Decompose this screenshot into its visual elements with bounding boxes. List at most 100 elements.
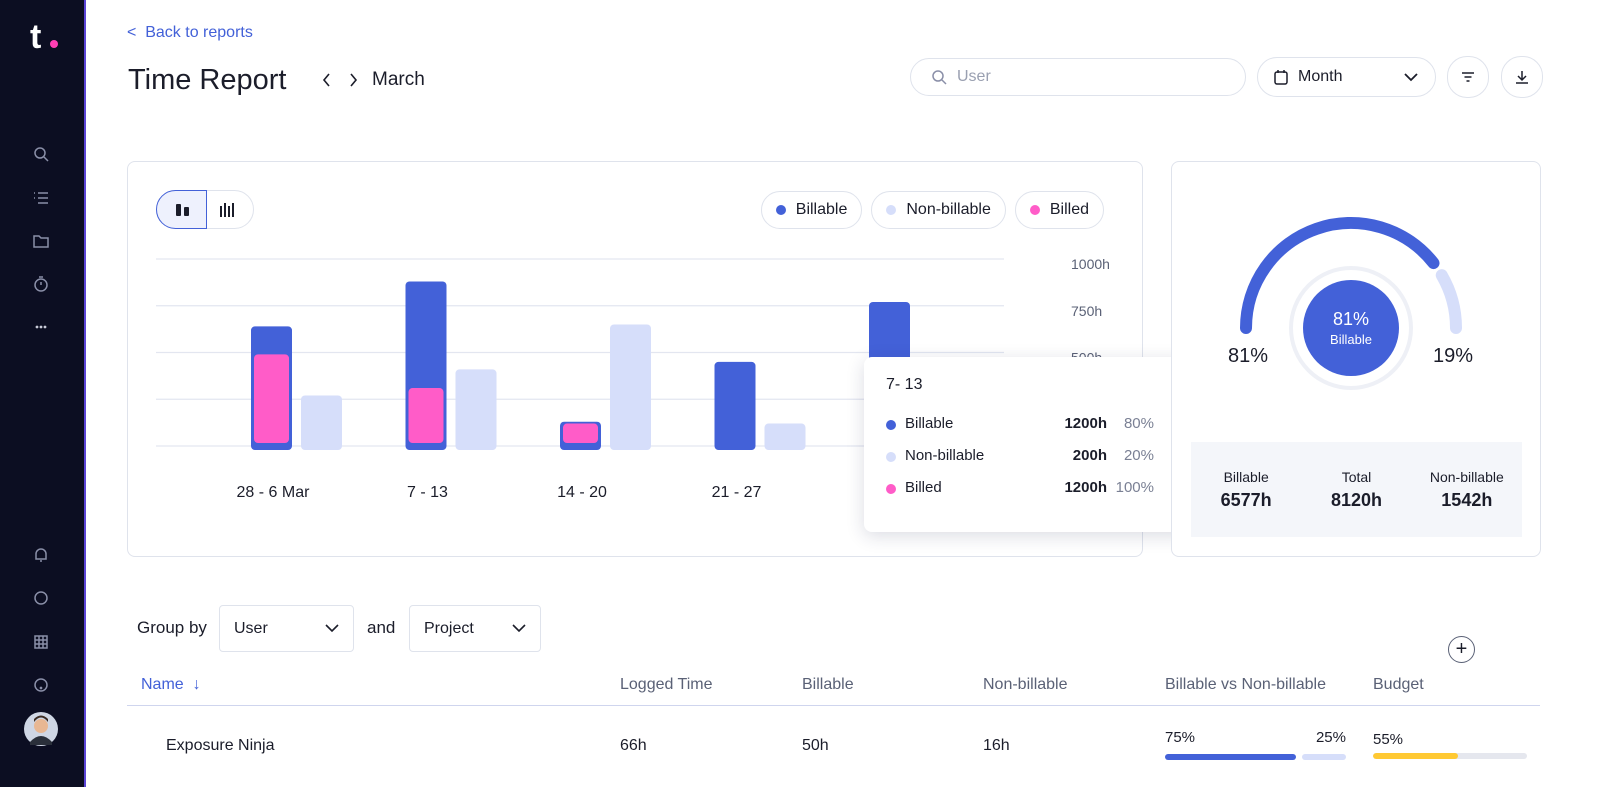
back-link[interactable]: < Back to reports <box>127 24 253 41</box>
search-box[interactable]: User <box>910 58 1246 96</box>
tasks-icon[interactable] <box>34 192 48 204</box>
x-tick-label: 28 - 6 Mar <box>237 484 311 501</box>
gauge-arc <box>1435 269 1462 334</box>
summary-label: Total <box>1341 468 1372 485</box>
grouped-view-button[interactable] <box>156 190 207 229</box>
table-header-rule <box>127 705 1540 706</box>
budget-track <box>1373 753 1527 759</box>
column-header[interactable]: Billable vs Non-billable <box>1165 676 1326 693</box>
legend-item[interactable]: Billable <box>760 191 863 229</box>
gauge-center <box>1303 280 1399 376</box>
tooltip-hours: 200h <box>1072 447 1107 464</box>
grouped-icon <box>176 204 189 216</box>
budget-label: 55% <box>1373 731 1404 748</box>
help-icon[interactable] <box>34 678 48 692</box>
summary-value: 6577h <box>1220 489 1272 510</box>
download-icon <box>1516 71 1528 84</box>
apps-icon[interactable] <box>34 635 48 649</box>
summary-item: Total 8120h <box>1301 469 1411 511</box>
summary-item: Billable 6577h <box>1191 469 1301 511</box>
filter-icon <box>1462 72 1474 82</box>
legend: Billable Non-billable Billed <box>760 191 1104 229</box>
x-tick-label: 7 - 13 <box>407 484 448 501</box>
split-segment <box>1165 754 1297 760</box>
group-by-second-value: Project <box>424 619 474 637</box>
group-by-joiner: and <box>367 618 396 637</box>
search-placeholder: User <box>957 68 991 85</box>
split-bar <box>1165 754 1346 760</box>
more-icon[interactable] <box>35 325 47 329</box>
row-name[interactable]: Exposure Ninja <box>166 737 275 754</box>
folder-icon[interactable] <box>33 235 49 248</box>
tooltip-percent: 80% <box>1123 415 1154 432</box>
bar <box>714 361 756 450</box>
gauge-center-label: Billable <box>1330 332 1372 347</box>
chevron <box>325 624 339 633</box>
summary-list: Billable 6577h Total 8120h Non-billable 1542h <box>1191 442 1522 537</box>
legend-item[interactable]: Non-billable <box>871 191 1006 229</box>
group-by-second[interactable]: Project <box>409 605 541 652</box>
split-label: 25% <box>1315 729 1346 746</box>
split-segment <box>1302 754 1346 760</box>
gauge-arc <box>1240 217 1440 334</box>
summary-label: Non-billable <box>1429 468 1504 485</box>
row-non-billable: 16h <box>983 737 1010 754</box>
prev-period[interactable] <box>322 73 330 87</box>
x-tick-label: 21 - 27 <box>712 484 762 501</box>
gauge: 81% Billable 81% 19% <box>1228 217 1473 390</box>
search-icon[interactable] <box>34 147 49 162</box>
summary-value: 1542h <box>1441 489 1493 510</box>
avatar[interactable] <box>24 712 58 746</box>
bar <box>455 369 497 450</box>
chevron <box>1404 73 1418 82</box>
summary-label: Billable <box>1223 468 1269 485</box>
column-header[interactable]: Logged Time <box>620 676 713 693</box>
add-column-button[interactable]: + <box>1448 636 1475 663</box>
legend-label: Non-billable <box>906 201 991 218</box>
legend-label: Billable <box>795 201 848 218</box>
row-logged: 66h <box>620 737 647 754</box>
back-link-text: Back to reports <box>145 24 253 41</box>
chat-icon[interactable] <box>34 591 48 605</box>
y-tick-label: 1000h <box>1071 256 1110 272</box>
tooltip-hours: 1200h <box>1064 415 1107 432</box>
x-tick-label: 14 - 20 <box>557 484 607 501</box>
split-label: 75% <box>1165 729 1196 746</box>
column-header[interactable]: Non-billable <box>983 676 1068 693</box>
legend-item[interactable]: Billed <box>1014 191 1104 229</box>
legend-label: Billed <box>1049 201 1089 218</box>
tooltip-hours: 1200h <box>1064 479 1107 496</box>
next-period[interactable] <box>350 73 358 87</box>
summary-value: 8120h <box>1330 489 1383 510</box>
bars-icon <box>220 203 234 217</box>
billed-bar <box>563 423 598 443</box>
logo[interactable]: t <box>30 18 42 56</box>
tooltip-row: Billable 1200h 80% <box>886 415 1156 435</box>
view-toggle <box>156 190 254 229</box>
tooltip-dot <box>886 420 896 430</box>
budget-fill <box>1373 753 1458 759</box>
tooltip-percent: 100% <box>1115 479 1154 496</box>
summary-strip: Billable 6577h Total 8120h Non-billable 1542h <box>1191 442 1522 537</box>
tooltip-dot <box>886 452 896 462</box>
bell-icon[interactable] <box>35 548 47 562</box>
name-header[interactable]: Name ↓ <box>141 676 201 693</box>
gauge-left-label: 81% <box>1228 345 1268 367</box>
legend-dot <box>1029 205 1040 215</box>
calendar-icon <box>1274 70 1288 85</box>
group-by-first[interactable]: User <box>219 605 354 652</box>
tooltip-title: 7- 13 <box>886 376 923 393</box>
range-label: Month <box>1298 68 1343 85</box>
tooltip-name: Billable <box>905 415 954 432</box>
filter-button[interactable] <box>1447 56 1489 98</box>
bar <box>610 324 651 450</box>
chart-tooltip: 7- 13 Billable 1200h 80% Non-billable 200h 20… <box>864 357 1191 532</box>
download-button[interactable] <box>1501 56 1543 98</box>
stacked-view-button[interactable] <box>219 202 235 223</box>
column-header[interactable]: Budget <box>1373 676 1424 693</box>
column-header[interactable]: Billable <box>802 676 854 693</box>
timer-icon[interactable] <box>34 276 48 292</box>
billed-bar <box>254 354 289 443</box>
range-select[interactable]: Month <box>1257 57 1436 97</box>
